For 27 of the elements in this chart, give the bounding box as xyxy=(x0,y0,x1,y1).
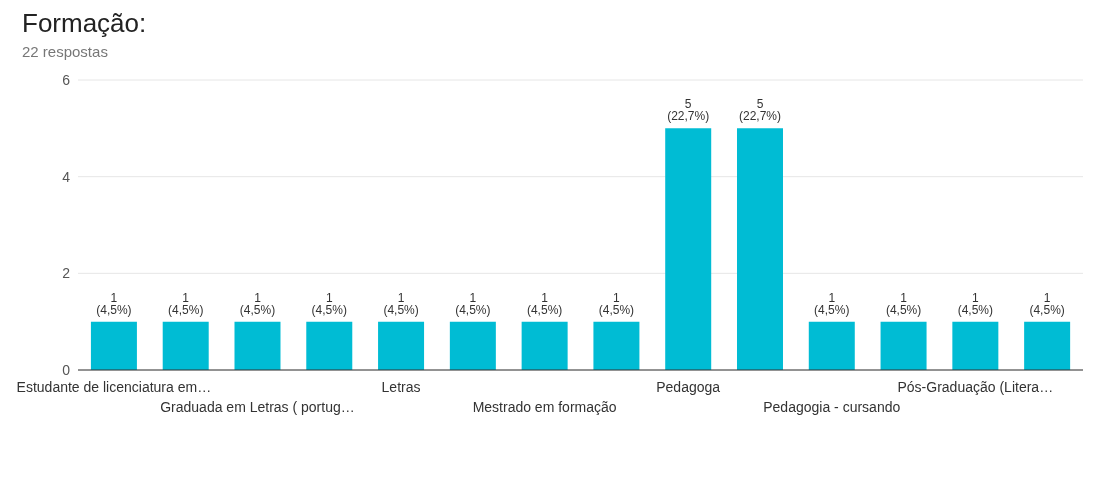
x-tick-label: Graduada em Letras ( portug… xyxy=(160,399,355,415)
data-label: 1 (4,5%) xyxy=(598,290,635,317)
data-label: 1 (4,5%) xyxy=(1029,290,1065,317)
data-label: 1 (4,5%) xyxy=(311,290,347,317)
data-label: 5 (22,7%) xyxy=(738,97,782,124)
data-label: 1 (4,5%) xyxy=(239,290,276,317)
y-tick-label: 2 xyxy=(62,265,71,282)
data-label: 1 (4,5%) xyxy=(885,290,922,317)
x-tick-label: Pedagogia - cursando xyxy=(763,399,901,415)
data-label: 1 (4,5%) xyxy=(383,290,419,317)
data-label: 1 (4,5%) xyxy=(526,290,563,317)
x-tick-label: Pós-Graduação (Litera… xyxy=(897,379,1054,395)
chart-title: Formação: xyxy=(22,8,148,39)
data-label: 1 (4,5%) xyxy=(455,290,491,317)
x-tick-label: Mestrado em formação xyxy=(472,399,617,415)
data-label: 1 (4,5%) xyxy=(96,290,132,317)
chart-subtitle: 22 respostas xyxy=(22,43,109,60)
y-tick-label: 0 xyxy=(62,361,71,378)
data-label: 1 (4,5%) xyxy=(814,290,850,317)
y-tick-label: 4 xyxy=(62,168,71,185)
x-tick-label: Pedagoga xyxy=(656,379,721,395)
data-label: 1 (4,5%) xyxy=(957,290,994,317)
data-label: 5 (22,7%) xyxy=(667,97,710,124)
y-tick-label: 6 xyxy=(62,71,71,88)
data-label: 1 (4,5%) xyxy=(168,290,204,317)
x-tick-label: Letras xyxy=(381,379,421,395)
x-tick-label: Estudante de licenciatura em… xyxy=(16,379,212,395)
